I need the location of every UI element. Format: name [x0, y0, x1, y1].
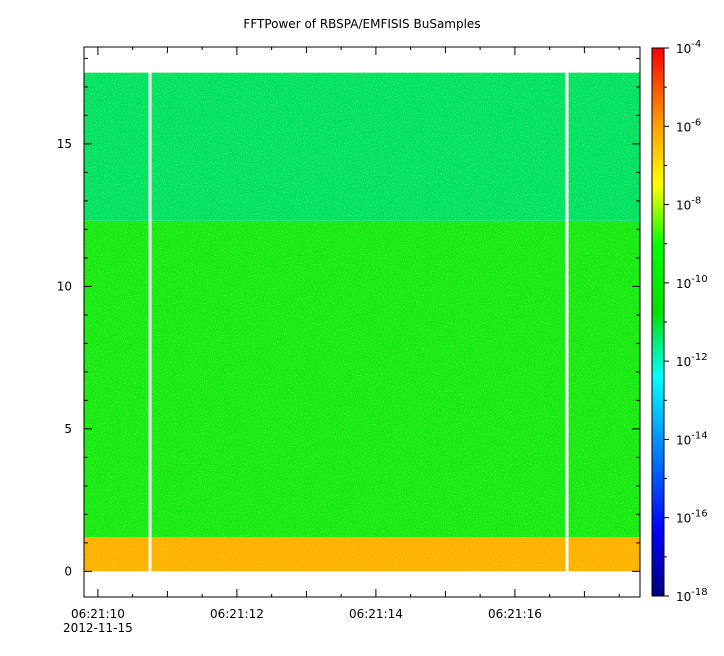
x-date-label: 2012-11-15 [63, 621, 133, 635]
colorbar-tick-label: 10-6 [676, 117, 701, 134]
power-band-texture-1 [84, 220, 640, 538]
power-band-texture-0 [84, 537, 640, 572]
y-tick-label: 5 [64, 422, 72, 436]
x-tick-label: 06:21:14 [349, 607, 403, 621]
plot-area [84, 72, 640, 572]
colorbar: 10-4 10-6 10-8 10-10 10-12 10-14 10-16 10-18 [651, 39, 708, 604]
y-tick-label: 0 [64, 564, 72, 578]
axes: 0 5 10 15 06:21:10 06:21:12 06:21:14 06:21:16 20… [57, 46, 641, 635]
x-tick-label: 06:21:12 [210, 607, 264, 621]
data-gap-1 [565, 72, 569, 572]
colorbar-tick-label: 10-12 [676, 352, 708, 369]
data-gap-0 [148, 72, 152, 572]
colorbar-tick-label: 10-8 [676, 196, 701, 213]
chart-title: FFTPower of RBSPA/EMFISIS BuSamples [243, 17, 481, 31]
colorbar-tick-label: 10-4 [676, 39, 701, 56]
plot-frame [83, 46, 641, 598]
colorbar-gradient [651, 47, 665, 597]
y-tick-label: 10 [57, 279, 72, 293]
y-tick-label: 15 [57, 137, 72, 151]
x-tick-label: 06:21:10 [71, 607, 125, 621]
colorbar-tick-label: 10-10 [676, 274, 708, 291]
colorbar-tick-label: 10-18 [676, 587, 708, 604]
colorbar-tick-label: 10-14 [676, 430, 708, 447]
x-tick-label: 06:21:16 [488, 607, 542, 621]
colorbar-tick-label: 10-16 [676, 509, 708, 526]
power-band-texture-2 [84, 72, 640, 221]
